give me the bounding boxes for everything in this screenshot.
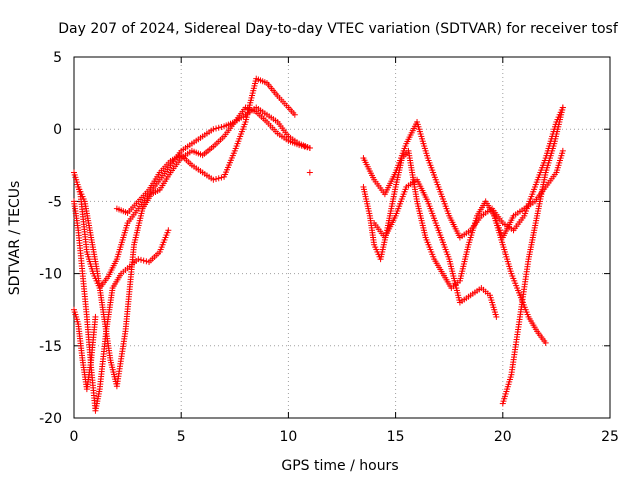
x-tick-label: 10 bbox=[279, 429, 297, 445]
plot-frame bbox=[73, 56, 611, 419]
data-point-marker bbox=[143, 258, 150, 265]
data-point-marker bbox=[215, 124, 222, 131]
y-tick-label: -5 bbox=[48, 194, 62, 210]
data-point-marker bbox=[135, 256, 142, 263]
data-point-marker bbox=[306, 169, 313, 176]
axis-ticks: 0 5 10 15 20 25 -20 -15 -10 -5 0 5 bbox=[39, 50, 619, 445]
data-point-marker bbox=[291, 111, 298, 118]
y-axis-label: SDTVAR / TECUs bbox=[7, 181, 23, 296]
x-axis-label: GPS time / hours bbox=[281, 458, 398, 474]
y-tick-label: -15 bbox=[39, 339, 62, 355]
y-tick-label: 5 bbox=[53, 50, 62, 66]
data-point-marker bbox=[298, 142, 305, 149]
x-tick-label: 25 bbox=[601, 429, 619, 445]
x-tick-label: 0 bbox=[70, 429, 79, 445]
data-point-marker bbox=[215, 175, 222, 182]
data-point-marker bbox=[165, 227, 172, 234]
data-point-marker bbox=[542, 339, 549, 346]
grid-lines bbox=[74, 57, 610, 418]
x-tick-label: 20 bbox=[494, 429, 512, 445]
data-point-marker bbox=[213, 125, 220, 132]
data-point-marker bbox=[218, 124, 225, 131]
chart-title: Day 207 of 2024, Sidereal Day-to-day VTE… bbox=[58, 21, 619, 37]
data-points bbox=[71, 75, 566, 414]
y-tick-label: -10 bbox=[39, 267, 62, 283]
data-point-marker bbox=[304, 144, 311, 151]
y-tick-label: 0 bbox=[53, 122, 62, 138]
data-point-marker bbox=[493, 313, 500, 320]
data-point-marker bbox=[210, 176, 217, 183]
x-tick-label: 15 bbox=[387, 429, 405, 445]
data-point-marker bbox=[210, 126, 217, 133]
data-point-marker bbox=[138, 256, 144, 263]
y-tick-label: -20 bbox=[39, 411, 62, 427]
x-tick-label: 5 bbox=[177, 429, 186, 445]
data-point-marker bbox=[140, 257, 147, 264]
data-point-marker bbox=[559, 104, 566, 111]
data-point-marker bbox=[296, 142, 303, 149]
data-point-marker bbox=[218, 174, 225, 181]
data-point-marker bbox=[559, 147, 566, 154]
data-point-marker bbox=[213, 176, 220, 183]
data-point-marker bbox=[301, 143, 308, 150]
data-point-marker bbox=[92, 313, 99, 320]
data-point-marker bbox=[306, 144, 313, 151]
